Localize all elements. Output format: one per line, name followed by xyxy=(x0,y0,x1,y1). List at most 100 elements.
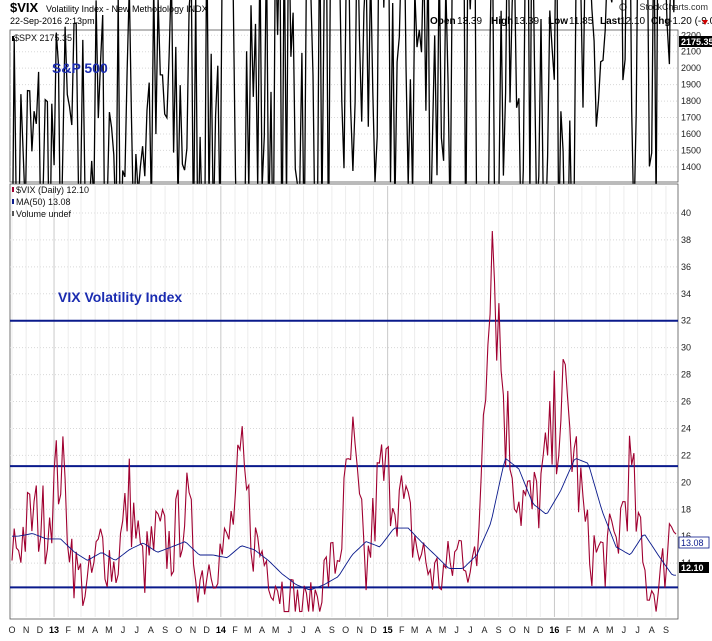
x-tick-label: D xyxy=(537,625,544,635)
high-label: High xyxy=(491,16,513,27)
down-arrow-icon xyxy=(702,20,708,25)
y-tick-label: 1700 xyxy=(681,113,701,123)
x-tick-label: A xyxy=(482,625,488,635)
x-tick-label: O xyxy=(509,625,516,635)
x-tick-label: N xyxy=(357,625,364,635)
x-tick-label: 15 xyxy=(383,625,393,635)
x-tick-label: N xyxy=(23,625,30,635)
open-value: 13.39 xyxy=(457,16,482,27)
x-tick-label: M xyxy=(411,625,419,635)
vix-legend-daily: $VIX (Daily) 12.10 xyxy=(16,185,89,195)
vix-daily-line xyxy=(11,230,677,613)
x-tick-label: J xyxy=(468,625,473,635)
y-tick-label: 18 xyxy=(681,504,691,514)
x-tick-label: J xyxy=(288,625,293,635)
x-tick-label: O xyxy=(8,625,15,635)
chg-value: -1.20 (-9.02%) xyxy=(669,16,712,27)
y-tick-label: 1600 xyxy=(681,129,701,139)
x-tick-label: 16 xyxy=(549,625,559,635)
x-tick-label: S xyxy=(162,625,168,635)
x-tick-label: F xyxy=(232,625,238,635)
vix-legend-swatch xyxy=(12,187,14,192)
y-tick-label: 28 xyxy=(681,370,691,380)
last-value: 12.10 xyxy=(620,16,645,27)
x-tick-label: M xyxy=(606,625,614,635)
y-tick-label: 1400 xyxy=(681,162,701,172)
x-tick-label: M xyxy=(272,625,280,635)
ma-legend-swatch xyxy=(12,199,14,204)
x-tick-label: J xyxy=(135,625,140,635)
chart-name: Volatility Index - New Methodology INDX xyxy=(46,4,208,14)
x-tick-label: J xyxy=(635,625,640,635)
x-tick-label: 13 xyxy=(49,625,59,635)
chg-label: Chg xyxy=(651,16,670,27)
y-tick-label: 1500 xyxy=(681,145,701,155)
x-tick-label: J xyxy=(121,625,126,635)
x-tick-label: J xyxy=(301,625,306,635)
y-tick-label: 40 xyxy=(681,208,691,218)
x-tick-label: 14 xyxy=(216,625,226,635)
y-tick-label: 36 xyxy=(681,262,691,272)
spx-legend-swatch xyxy=(12,36,14,41)
x-tick-label: A xyxy=(148,625,154,635)
x-tick-label: M xyxy=(578,625,586,635)
vix-last-value: 12.10 xyxy=(681,563,704,573)
vix-x-gridlines xyxy=(11,186,667,617)
x-tick-label: A xyxy=(649,625,655,635)
spx-annotation: S&P 500 xyxy=(52,60,108,76)
y-tick-label: 16 xyxy=(681,531,691,541)
x-tick-label: J xyxy=(454,625,459,635)
open-label: Open xyxy=(430,16,456,27)
x-tick-label: M xyxy=(439,625,447,635)
low-label: Low xyxy=(548,16,568,27)
x-tick-label: A xyxy=(315,625,321,635)
vix-legend: $VIX (Daily) 12.10 MA(50) 13.08 Volume u… xyxy=(12,185,89,219)
y-tick-label: 2000 xyxy=(681,63,701,73)
x-tick-label: D xyxy=(370,625,377,635)
x-tick-label: S xyxy=(329,625,335,635)
x-tick-label: S xyxy=(496,625,502,635)
y-tick-label: 2100 xyxy=(681,47,701,57)
y-tick-label: 20 xyxy=(681,477,691,487)
spx-last-value-tag: 2175.35 xyxy=(679,36,712,47)
volume-legend-swatch xyxy=(12,211,14,216)
y-tick-label: 22 xyxy=(681,450,691,460)
x-tick-label: N xyxy=(523,625,530,635)
x-tick-label: F xyxy=(399,625,405,635)
y-tick-label: 24 xyxy=(681,423,691,433)
ma-last-value-tag: 13.08 xyxy=(678,536,710,549)
x-tick-label: F xyxy=(566,625,572,635)
vix-ma50-line xyxy=(12,457,676,591)
x-tick-label: D xyxy=(203,625,210,635)
vix-last-value-tag: 12.10 xyxy=(679,562,709,573)
y-tick-label: 26 xyxy=(681,397,691,407)
y-tick-label: 30 xyxy=(681,343,691,353)
x-tick-label: D xyxy=(37,625,44,635)
y-tick-label: 1900 xyxy=(681,80,701,90)
y-tick-label: 1800 xyxy=(681,96,701,106)
chart-timestamp: 22-Sep-2016 2:13pm xyxy=(10,16,95,26)
vix-y-axis: 1416182022242628303234363840 xyxy=(681,208,691,568)
vix-legend-volume: Volume undef xyxy=(16,209,72,219)
y-tick-label: 34 xyxy=(681,289,691,299)
x-tick-label: J xyxy=(622,625,627,635)
y-tick-label: 32 xyxy=(681,316,691,326)
x-axis: O N D 13 F M A M J J A S O N D 14 F M A M J J A S O N D 15 F M A M J J A S O… xyxy=(8,625,668,635)
spx-legend: $SPX 2175.35 xyxy=(14,33,72,43)
y-tick-label: 38 xyxy=(681,235,691,245)
vix-legend-ma: MA(50) 13.08 xyxy=(16,197,71,207)
x-tick-label: M xyxy=(244,625,252,635)
x-tick-label: M xyxy=(77,625,85,635)
x-tick-label: A xyxy=(593,625,599,635)
vix-annotation: VIX Volatility Index xyxy=(58,289,182,305)
x-tick-label: A xyxy=(426,625,432,635)
x-tick-label: O xyxy=(175,625,182,635)
x-tick-label: N xyxy=(190,625,197,635)
x-tick-label: M xyxy=(105,625,113,635)
chart-symbol: $VIX xyxy=(10,0,39,15)
support-resistance-lines xyxy=(10,319,678,589)
spx-last-value: 2175.35 xyxy=(681,37,712,47)
spx-y-axis: 1400 1500 1600 1700 1800 1900 2000 2100 2200 xyxy=(681,30,701,172)
x-tick-label: O xyxy=(342,625,349,635)
